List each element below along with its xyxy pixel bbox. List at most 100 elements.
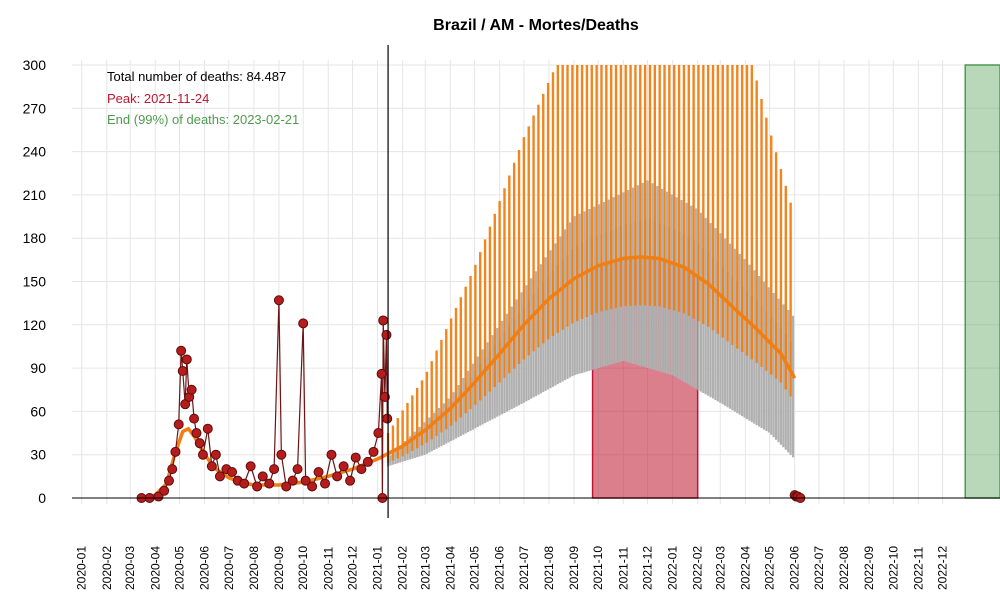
observed-death-point <box>264 478 275 489</box>
observed-death-point <box>281 481 292 492</box>
observed-death-point <box>292 464 303 475</box>
annotation-total-deaths: Total number of deaths: 84.487 <box>107 69 286 84</box>
observed-death-point <box>202 423 213 434</box>
band-layer <box>386 65 795 467</box>
observed-death-point <box>164 475 175 486</box>
observed-death-point <box>245 461 256 472</box>
observed-death-point <box>181 354 192 365</box>
series-layer <box>136 255 806 503</box>
y-tick-label: 150 <box>23 274 47 290</box>
x-tick-label: 2021-05 <box>468 546 482 590</box>
observed-death-point <box>287 475 298 486</box>
observed-death-point <box>350 452 361 463</box>
observed-death-point <box>313 467 324 478</box>
observed-death-point <box>326 449 337 460</box>
y-tick-label: 90 <box>30 360 46 376</box>
x-tick-label: 2022-12 <box>936 546 950 590</box>
observed-death-point <box>373 428 384 439</box>
y-tick-label: 0 <box>38 490 46 506</box>
y-tick-label: 270 <box>23 100 47 116</box>
x-tick-label: 2022-09 <box>862 546 876 590</box>
observed-death-point <box>276 449 287 460</box>
observed-death-point <box>320 478 331 489</box>
observed-death-point <box>177 365 188 376</box>
observed-death-point <box>186 384 197 395</box>
observed-death-point <box>176 345 187 356</box>
y-tick-label: 300 <box>23 57 47 73</box>
chart-title: Brazil / AM - Mortes/Deaths <box>433 17 639 34</box>
x-tick-label: 2020-07 <box>222 546 236 590</box>
x-tick-label: 2020-11 <box>321 547 335 590</box>
x-tick-label: 2022-02 <box>691 546 705 590</box>
x-tick-label: 2021-06 <box>493 546 507 590</box>
y-tick-label: 30 <box>30 447 46 463</box>
observed-death-point <box>307 481 318 492</box>
observed-death-point <box>332 471 343 482</box>
x-tick-label: 2020-01 <box>75 546 89 590</box>
observed-death-point <box>252 481 263 492</box>
x-tick-label: 2020-10 <box>296 546 310 590</box>
x-tick-label: 2021-12 <box>641 546 655 590</box>
observed-death-point <box>173 419 184 430</box>
grid-layer <box>72 60 1000 504</box>
y-tick-label: 240 <box>23 144 47 160</box>
observed-death-point <box>239 478 250 489</box>
y-tick-label: 210 <box>23 187 47 203</box>
observed-death-point <box>273 295 284 306</box>
observed-death-point <box>298 318 309 329</box>
observed-death-point <box>191 428 202 439</box>
observed-death-point <box>356 464 367 475</box>
y-tick-label: 60 <box>30 403 46 419</box>
x-tick-label: 2020-03 <box>123 546 137 590</box>
x-tick-label: 2022-11 <box>911 547 925 590</box>
y-tick-label: 180 <box>23 230 47 246</box>
observed-death-point <box>210 449 221 460</box>
end-region <box>964 64 1000 499</box>
x-tick-label: 2021-10 <box>591 546 605 590</box>
x-tick-label: 2020-12 <box>346 546 360 590</box>
observed-death-point <box>214 471 225 482</box>
observed-death-point <box>338 461 349 472</box>
observed-death-point <box>378 315 389 326</box>
x-tick-label: 2022-07 <box>812 546 826 590</box>
observed-death-point <box>159 485 170 496</box>
observed-death-point <box>381 329 392 340</box>
x-tick-label: 2022-06 <box>788 546 802 590</box>
x-tick-label: 2021-11 <box>616 547 630 590</box>
x-tick-label: 2020-06 <box>198 546 212 590</box>
observed-death-point <box>362 456 373 467</box>
observed-death-point <box>382 413 393 424</box>
observed-death-point <box>194 438 205 449</box>
x-tick-label: 2021-09 <box>567 546 581 590</box>
observed-death-point <box>257 471 268 482</box>
x-tick-label: 2021-08 <box>542 546 556 590</box>
observed-death-point <box>170 446 181 457</box>
annotation-peak: Peak: 2021-11-24 <box>107 91 209 106</box>
x-tick-label: 2022-01 <box>666 546 680 590</box>
observed-death-point <box>269 464 280 475</box>
axes-layer: 0 30 60 90 120 150 180 210 240 270 300 2020-01 2020-… <box>23 45 1000 590</box>
observed-death-point <box>368 446 379 457</box>
y-tick-label: 120 <box>23 317 47 333</box>
observed-death-point <box>167 464 178 475</box>
observed-death-point <box>345 475 356 486</box>
annotation-end: End (99%) of deaths: 2023-02-21 <box>107 112 299 127</box>
observed-death-point <box>376 368 387 379</box>
x-tick-label: 2022-10 <box>886 546 900 590</box>
observed-death-point <box>189 413 200 424</box>
x-tick-label: 2020-08 <box>247 546 261 590</box>
x-tick-label: 2020-05 <box>173 546 187 590</box>
x-tick-label: 2021-07 <box>517 546 531 590</box>
observed-death-point <box>227 467 238 478</box>
x-tick-label: 2021-01 <box>371 546 385 590</box>
x-tick-label: 2021-03 <box>418 546 432 590</box>
observed-death-point <box>206 461 217 472</box>
x-tick-label: 2020-04 <box>148 546 162 590</box>
x-tick-label: 2022-08 <box>837 546 851 590</box>
x-tick-label: 2022-03 <box>713 546 727 590</box>
observed-death-point <box>379 391 390 402</box>
observed-death-point <box>300 475 311 486</box>
x-tick-label: 2021-02 <box>396 546 410 590</box>
x-tick-label: 2021-04 <box>443 546 457 590</box>
